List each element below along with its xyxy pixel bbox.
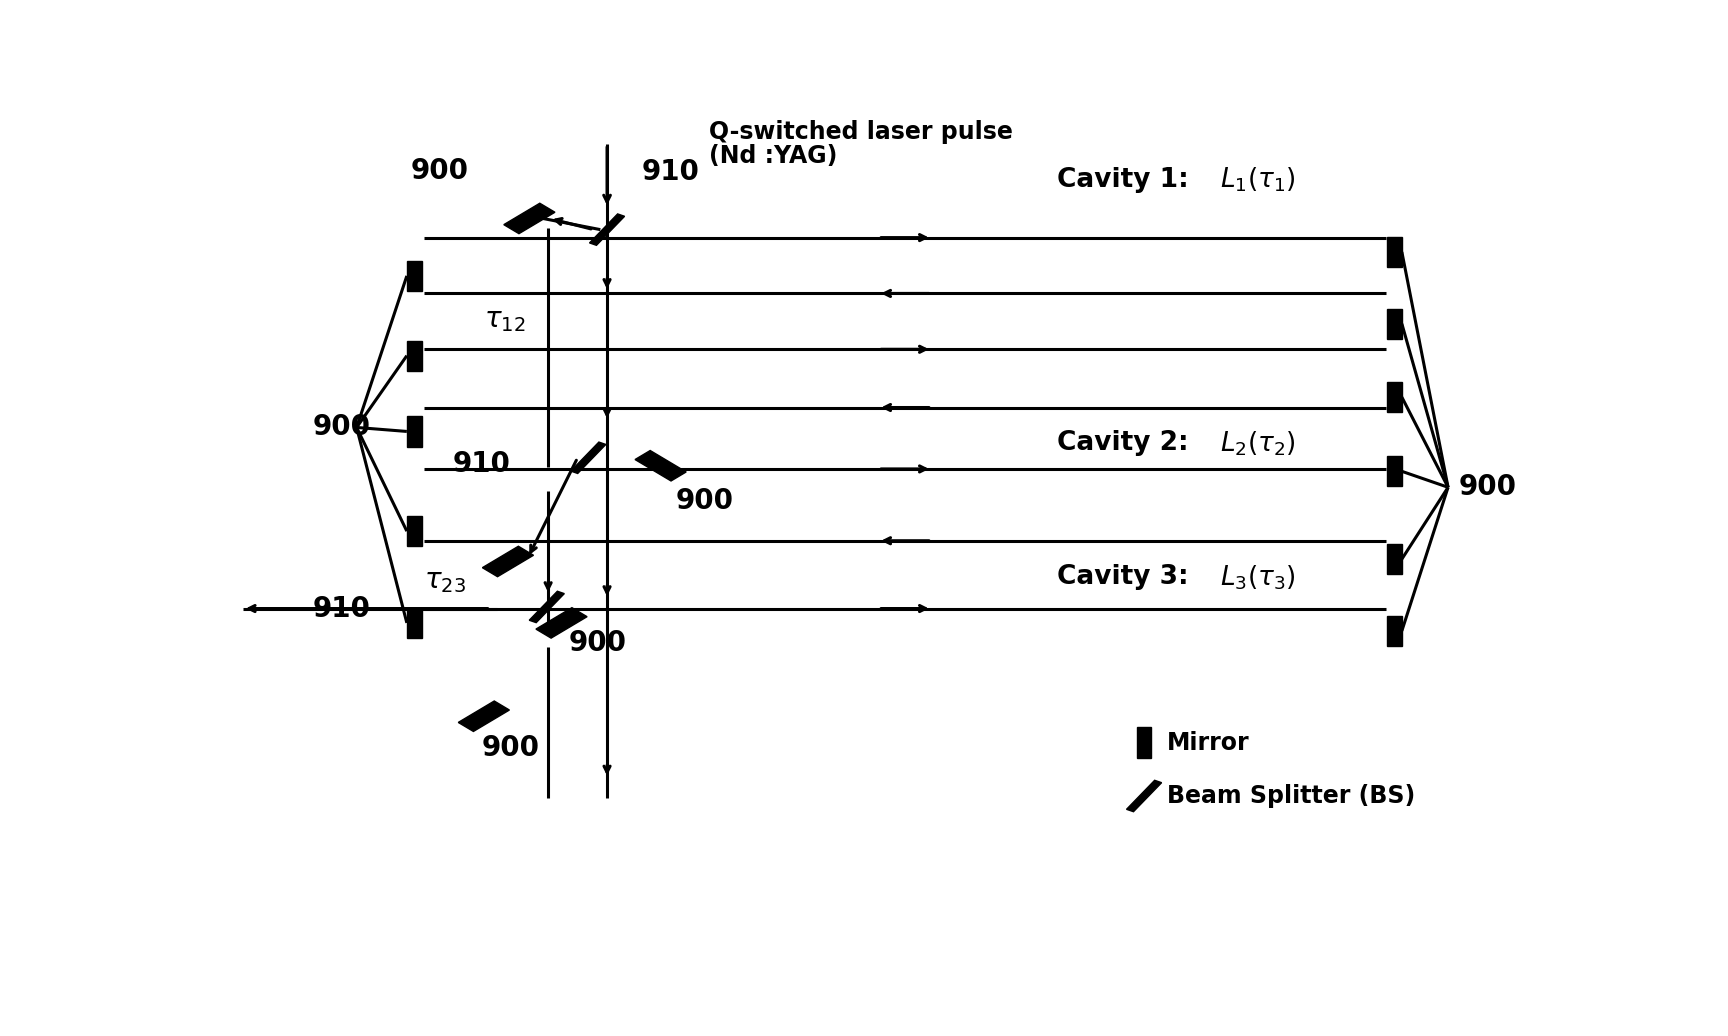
Polygon shape <box>589 213 624 246</box>
Text: 900: 900 <box>410 156 468 184</box>
Text: Mirror: Mirror <box>1166 730 1249 754</box>
Bar <box>1388 456 1401 487</box>
Bar <box>406 516 422 546</box>
Text: Q-switched laser pulse: Q-switched laser pulse <box>708 120 1013 144</box>
Bar <box>406 261 422 291</box>
Text: 910: 910 <box>453 451 511 479</box>
Polygon shape <box>482 546 534 577</box>
Text: 910: 910 <box>313 595 370 623</box>
Text: $\tau_{23}$: $\tau_{23}$ <box>423 567 465 595</box>
Text: $L_1(\tau_1)$: $L_1(\tau_1)$ <box>1220 166 1296 195</box>
Polygon shape <box>636 451 686 481</box>
Text: Beam Splitter (BS): Beam Splitter (BS) <box>1166 784 1415 808</box>
Bar <box>1388 544 1401 574</box>
Text: $\tau_{12}$: $\tau_{12}$ <box>484 306 525 334</box>
Polygon shape <box>570 442 607 473</box>
Text: 900: 900 <box>480 735 539 762</box>
Bar <box>406 608 422 638</box>
Text: Cavity 3:: Cavity 3: <box>1058 565 1198 591</box>
Text: 900: 900 <box>1458 473 1517 501</box>
Polygon shape <box>529 592 565 623</box>
Text: 900: 900 <box>676 487 733 515</box>
Bar <box>1388 309 1401 339</box>
Text: Cavity 1:: Cavity 1: <box>1058 167 1198 193</box>
Bar <box>1388 237 1401 267</box>
Text: 910: 910 <box>641 159 700 186</box>
Bar <box>406 416 422 447</box>
Text: $L_2(\tau_2)$: $L_2(\tau_2)$ <box>1220 429 1296 458</box>
Text: Cavity 2:: Cavity 2: <box>1058 430 1198 457</box>
Text: 900: 900 <box>313 413 370 441</box>
Bar <box>1388 382 1401 412</box>
Polygon shape <box>536 608 588 638</box>
Polygon shape <box>1127 780 1161 811</box>
Bar <box>1137 727 1151 757</box>
Polygon shape <box>458 701 510 731</box>
Text: $L_3(\tau_3)$: $L_3(\tau_3)$ <box>1220 564 1296 592</box>
Text: (Nd :YAG): (Nd :YAG) <box>708 144 836 168</box>
Polygon shape <box>505 203 555 234</box>
Bar <box>1388 615 1401 646</box>
Bar <box>406 341 422 371</box>
Text: 900: 900 <box>569 629 626 657</box>
